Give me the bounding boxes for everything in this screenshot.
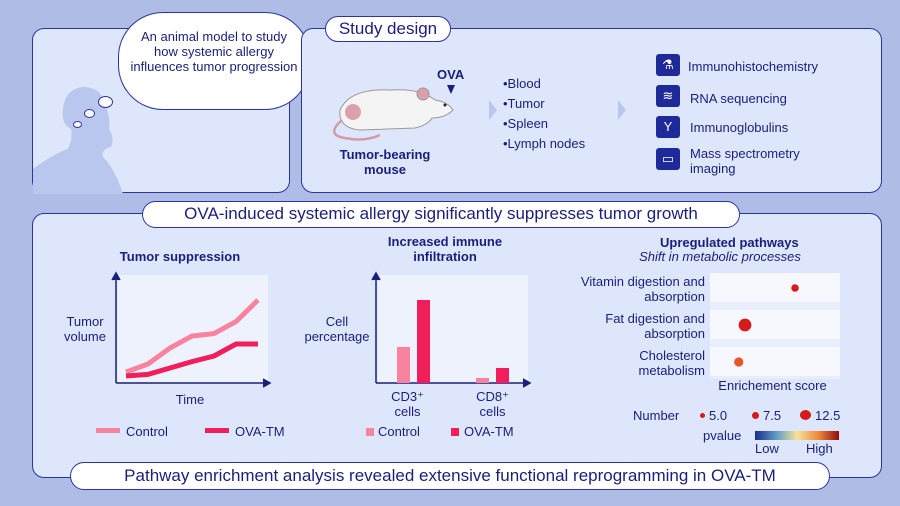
thought-dot — [84, 109, 95, 118]
bar-category-label: CD3⁺ cells — [391, 389, 424, 419]
y-axis — [111, 271, 121, 383]
bar-ova-tm — [496, 368, 509, 383]
method-label: Immunohistochemistry — [688, 59, 819, 74]
chevron-right-icon — [618, 100, 626, 120]
legend-swatch-ova-tm — [205, 428, 229, 433]
legend-label-ova-tm: OVA-TM — [235, 424, 285, 439]
thought-dot — [73, 121, 82, 128]
size-legend-dot — [800, 410, 811, 420]
method-label: Mass spectrometry imaging — [690, 146, 800, 176]
dot-plot-subtitle: Shift in metabolic processes — [639, 249, 801, 264]
color-legend-low: Low — [755, 441, 779, 456]
x-axis — [116, 378, 272, 388]
size-legend-dot — [752, 412, 759, 419]
color-legend-high: High — [806, 441, 833, 456]
dot-plot — [710, 273, 840, 379]
sample-item: •Spleen — [503, 116, 549, 131]
injection-arrow-icon — [447, 85, 455, 94]
thought-dot — [98, 96, 113, 108]
legend-swatch-control — [96, 428, 120, 433]
y-axis — [371, 271, 381, 383]
size-legend-dot — [700, 413, 705, 418]
dna-icon: ≋ — [656, 85, 680, 107]
size-legend-label: 5.0 — [709, 408, 728, 423]
thought-text: An animal model to study how systemic al… — [130, 29, 298, 74]
bar-chart-title: Increased immune infiltration — [387, 234, 503, 264]
legend-label-control: Control — [378, 424, 420, 439]
microscope-icon: ⚗ — [656, 54, 680, 76]
antibody-icon: Y — [656, 116, 680, 138]
size-legend-label: 7.5 — [763, 408, 782, 423]
sample-item: •Tumor — [503, 96, 545, 111]
mouse-illustration — [333, 87, 454, 141]
pvalue-colorbar — [755, 431, 839, 440]
study-design-title: Study design — [325, 16, 451, 42]
legend-label-ova-tm: OVA-TM — [464, 424, 514, 439]
bar-control — [476, 378, 489, 383]
bar-chart — [371, 271, 532, 388]
line-chart-xlabel: Time — [175, 392, 205, 407]
legend-swatch-ova-tm — [451, 428, 459, 436]
bar-chart-ylabel: Cell percentage — [304, 314, 370, 344]
dot-plot-xlabel: Enrichement score — [718, 378, 827, 393]
line-chart — [111, 271, 272, 388]
legend-swatch-control — [366, 428, 374, 436]
chevron-right-icon — [489, 100, 497, 120]
results-title: OVA-induced systemic allergy significant… — [142, 201, 740, 228]
size-legend-title: Number — [633, 408, 680, 423]
bar-ova-tm — [417, 300, 430, 383]
line-series-control — [125, 298, 260, 375]
monitor-icon: ▭ — [656, 148, 680, 170]
ova-label: OVA — [437, 67, 465, 82]
pathway-label: Vitamin digestion and absorption — [580, 274, 705, 304]
line-chart-title: Tumor suppression — [119, 249, 241, 264]
mouse-label: Tumor-bearing mouse — [339, 147, 431, 177]
results-footer: Pathway enrichment analysis revealed ext… — [70, 462, 830, 490]
line-chart-ylabel: Tumor volume — [64, 314, 106, 344]
bar-control — [397, 347, 410, 383]
thought-bubble: An animal model to study how systemic al… — [118, 12, 310, 110]
thinking-person-silhouette — [33, 87, 123, 194]
dot-plot-title: Upregulated pathways — [660, 235, 799, 250]
pathway-label: Cholesterol metabolism — [638, 348, 705, 378]
color-legend-title: pvalue — [703, 428, 742, 443]
sample-item: •Lymph nodes — [503, 136, 586, 151]
sample-item: •Blood — [503, 76, 541, 91]
size-legend-label: 12.5 — [815, 408, 841, 423]
pathway-dot — [734, 357, 744, 367]
method-label: RNA sequencing — [690, 91, 787, 106]
pathway-label: Fat digestion and absorption — [605, 311, 705, 341]
pathway-dot — [791, 284, 799, 292]
line-series-ova-tm — [125, 341, 258, 379]
method-label: Immunoglobulins — [690, 120, 789, 135]
pathway-dot — [738, 318, 752, 332]
legend-label-control: Control — [126, 424, 168, 439]
bar-category-label: CD8⁺ cells — [476, 389, 509, 419]
